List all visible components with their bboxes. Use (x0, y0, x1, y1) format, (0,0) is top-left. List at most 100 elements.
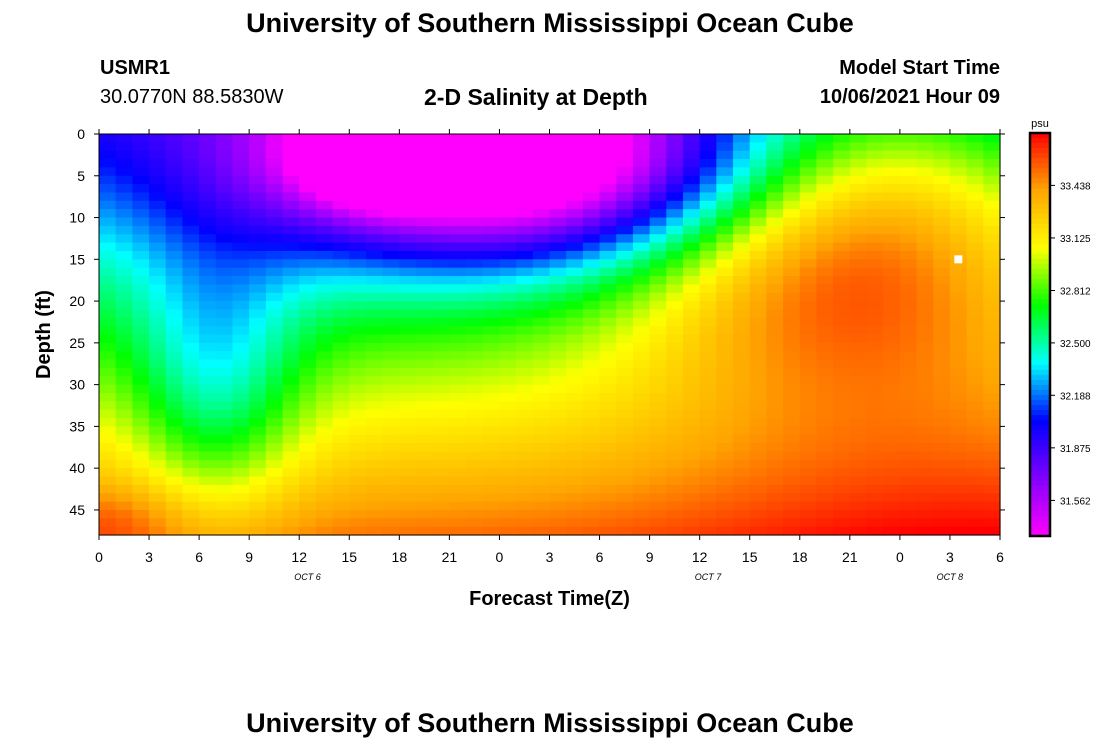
heatmap-cell (866, 234, 884, 244)
heatmap-cell (582, 526, 601, 536)
heatmap-cell (199, 518, 217, 528)
heatmap-cell (265, 384, 284, 394)
heatmap-cell (599, 342, 617, 352)
date-label: OCT 7 (695, 572, 722, 582)
heatmap-cell (332, 259, 350, 269)
heatmap-cell (883, 401, 901, 411)
x-tick-label: 9 (245, 549, 253, 565)
y-tick-label: 30 (69, 377, 85, 393)
heatmap-cell (332, 250, 350, 260)
heatmap-cell (916, 359, 934, 369)
heatmap-cell (299, 159, 317, 169)
model-start-label: Model Start Time (839, 57, 1000, 79)
heatmap-cell (99, 476, 117, 486)
heatmap-cell (532, 351, 551, 361)
heatmap-cell (149, 150, 167, 160)
heatmap-cell (966, 443, 984, 453)
heatmap-cell (749, 367, 768, 377)
heatmap-cell (699, 459, 717, 469)
heatmap-cell (666, 518, 684, 528)
heatmap-cell (799, 376, 818, 386)
heatmap-cell (616, 367, 634, 377)
heatmap-cell (833, 409, 851, 419)
heatmap-cell (733, 309, 751, 319)
colorbar-segment (1030, 420, 1050, 426)
heatmap-cell (382, 292, 400, 302)
heatmap-cell (215, 234, 234, 244)
heatmap-cell (449, 167, 467, 177)
heatmap-cell (899, 509, 918, 519)
heatmap-cell (132, 351, 150, 361)
heatmap-cell (365, 434, 384, 444)
heatmap-cell (115, 384, 133, 394)
heatmap-cell (616, 476, 634, 486)
heatmap-cell (182, 250, 200, 260)
heatmap-cell (182, 334, 200, 344)
heatmap-cell (783, 334, 801, 344)
heatmap-cell (532, 192, 551, 202)
heatmap-cell (516, 200, 534, 210)
heatmap-cell (833, 225, 851, 235)
heatmap-cell (983, 518, 1001, 528)
heatmap-cell (566, 175, 584, 185)
heatmap-cell (482, 359, 501, 369)
heatmap-cell (232, 301, 250, 311)
heatmap-cell (315, 317, 334, 327)
heatmap-cell (265, 451, 284, 461)
heatmap-cell (182, 518, 200, 528)
heatmap-cell (749, 209, 768, 219)
heatmap-cell (549, 159, 567, 169)
heatmap-cell (733, 409, 751, 419)
heatmap-cell (582, 309, 601, 319)
heatmap-cell (115, 150, 133, 160)
heatmap-cell (315, 484, 334, 494)
heatmap-cell (866, 451, 884, 461)
heatmap-cell (99, 376, 117, 386)
heatmap-cell (766, 259, 784, 269)
heatmap-cell (115, 184, 133, 194)
heatmap-cell (349, 200, 367, 210)
heatmap-cell (215, 418, 234, 427)
heatmap-cell (282, 242, 300, 252)
heatmap-cell (599, 493, 617, 503)
heatmap-cell (232, 426, 250, 436)
colorbar-segment (1030, 238, 1050, 245)
heatmap-cell (933, 501, 951, 511)
heatmap-cell (616, 334, 634, 344)
heatmap-cell (265, 250, 284, 260)
heatmap-cell (499, 451, 517, 461)
heatmap-cell (449, 451, 467, 461)
heatmap-cell (416, 451, 434, 461)
heatmap-cell (99, 367, 117, 377)
heatmap-cell (933, 175, 951, 185)
heatmap-cell (733, 200, 751, 210)
heatmap-cell (315, 292, 334, 302)
heatmap-cell (699, 451, 717, 461)
heatmap-cell (482, 418, 501, 427)
heatmap-cell (949, 317, 968, 327)
heatmap-cell (599, 192, 617, 202)
heatmap-cell (282, 401, 300, 411)
heatmap-cell (215, 451, 234, 461)
heatmap-cell (215, 267, 234, 277)
heatmap-cell (866, 468, 884, 478)
heatmap-cell (616, 526, 634, 536)
heatmap-cell (949, 217, 968, 227)
heatmap-cell (966, 167, 984, 177)
heatmap-cell (582, 493, 601, 503)
heatmap-cell (799, 326, 818, 336)
colorbar-segment (1030, 410, 1050, 416)
heatmap-cell (933, 142, 951, 152)
heatmap-cell (416, 167, 434, 177)
heatmap-cell (182, 292, 200, 302)
heatmap-cell (382, 359, 400, 369)
heatmap-cell (766, 276, 784, 285)
heatmap-cell (299, 242, 317, 252)
heatmap-cell (182, 418, 200, 427)
heatmap-cell (549, 426, 567, 436)
heatmap-cell (282, 309, 300, 319)
heatmap-cell (816, 468, 834, 478)
heatmap-cell (199, 184, 217, 194)
heatmap-cell (816, 451, 834, 461)
heatmap-cell (332, 384, 350, 394)
